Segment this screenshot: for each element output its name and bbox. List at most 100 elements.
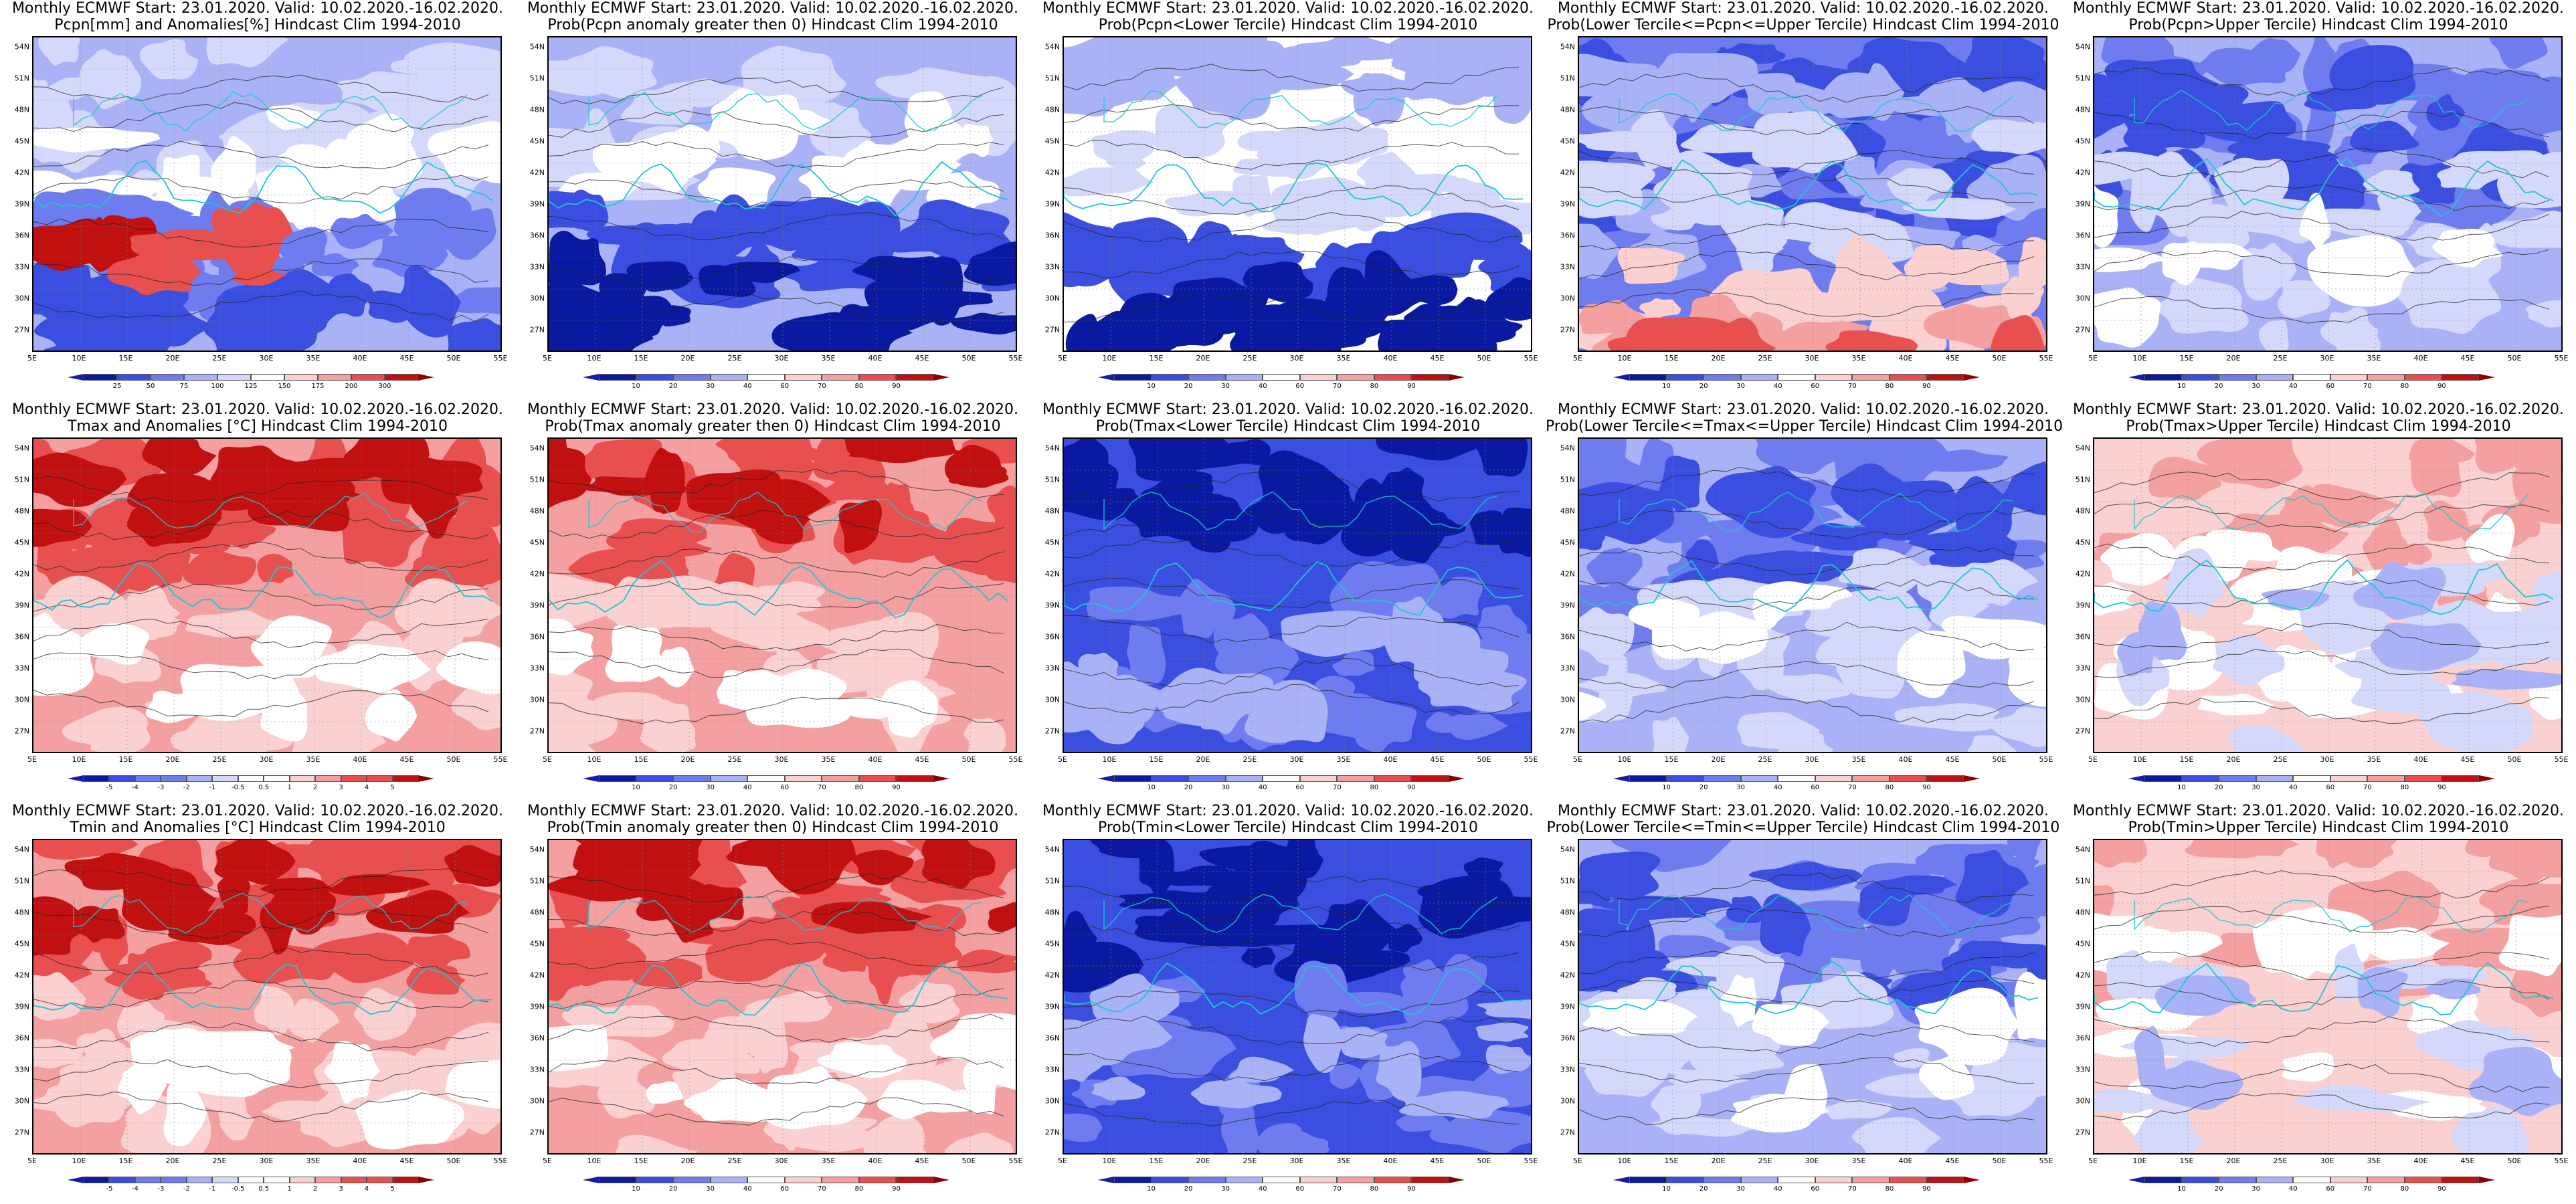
colorbar-tick: 40 <box>1773 1185 1782 1193</box>
lat-label: 48N <box>1044 908 1060 917</box>
colorbar-tick: 60 <box>2326 1185 2335 1193</box>
lat-label: 45N <box>529 538 545 547</box>
colorbar: -5 -4 -3 -2 -1 -0.5 0.5 1 2 3 4 5 <box>68 1173 452 1193</box>
colorbar-cell <box>1225 374 1263 381</box>
colorbar: 10 20 30 40 60 70 80 90 <box>1613 771 1997 791</box>
lat-label: 45N <box>2075 136 2090 146</box>
lon-label: 15E <box>1149 354 1164 363</box>
field-plot <box>1064 439 1531 752</box>
lon-label: 5E <box>543 354 552 363</box>
lon-label: 5E <box>27 354 37 363</box>
colorbar-tick: 80 <box>1885 1185 1894 1193</box>
map-area <box>1578 36 2047 352</box>
lon-label: 45E <box>1945 354 1960 363</box>
field-plot <box>549 439 1016 752</box>
map-area <box>1578 839 2047 1155</box>
colorbar-cell <box>896 775 933 782</box>
colorbar-cell <box>2219 1177 2256 1183</box>
lat-label: 33N <box>1560 664 1575 673</box>
lat-label: 33N <box>1044 664 1060 673</box>
lat-label: 51N <box>2075 876 2090 886</box>
panel-header: Monthly ECMWF Start: 23.01.2020. Valid: … <box>11 803 504 819</box>
lon-label: 40E <box>868 1157 883 1165</box>
colorbar-tick: 125 <box>244 383 258 390</box>
lon-label: 40E <box>1898 755 1913 764</box>
field-plot <box>1579 439 2046 752</box>
lon-label: 35E <box>1851 1157 1866 1165</box>
lon-label: 45E <box>1945 755 1960 764</box>
lon-label: 40E <box>1898 1157 1913 1165</box>
lat-label: 39N <box>529 1002 545 1011</box>
lat-label: 42N <box>1560 569 1575 579</box>
lon-label: 5E <box>27 1157 37 1165</box>
lat-label: 27N <box>529 726 545 736</box>
lat-label: 54N <box>14 42 29 52</box>
colorbar-tick: 30 <box>706 784 715 791</box>
colorbar-cell <box>1151 1177 1189 1183</box>
colorbar-cell <box>264 1177 290 1183</box>
lon-label: 30E <box>2320 755 2334 764</box>
colorbar-tick: 30 <box>1736 383 1746 390</box>
lon-label: 55E <box>2039 354 2053 363</box>
lon-label: 55E <box>1524 1157 1538 1165</box>
lon-label: 50E <box>1477 755 1491 764</box>
lat-label: 45N <box>1560 538 1575 547</box>
colorbar-tick: 300 <box>378 383 391 390</box>
colorbar-tick: 10 <box>2177 1185 2186 1193</box>
colorbar-tick: 60 <box>1295 1185 1305 1193</box>
lon-label: 30E <box>1289 1157 1304 1165</box>
colorbar-cell <box>1889 775 1927 782</box>
colorbar-tick: 70 <box>1332 784 1342 791</box>
lon-label: 20E <box>680 755 695 764</box>
colorbar-cell <box>2256 1177 2294 1183</box>
panel-title: Prob(Pcpn anomaly greater then 0) Hindca… <box>547 17 998 33</box>
lat-label: 48N <box>14 908 29 917</box>
colorbar-cell <box>289 1177 316 1183</box>
lon-label: 40E <box>353 354 367 363</box>
lon-label: 5E <box>2088 755 2098 764</box>
colorbar-cell <box>251 374 284 381</box>
lat-label: 39N <box>2075 199 2090 209</box>
lon-label: 55E <box>2039 1157 2053 1165</box>
lon-label: 25E <box>727 755 742 764</box>
colorbar-cell <box>1263 374 1300 381</box>
colorbar-tick: 20 <box>1184 784 1193 791</box>
lon-label: 40E <box>868 755 883 764</box>
lat-label: 48N <box>2075 908 2090 917</box>
lat-label: 45N <box>1560 136 1575 146</box>
colorbar-arrow-low <box>583 374 599 381</box>
lon-label: 40E <box>2413 354 2428 363</box>
colorbar-cell <box>896 374 933 381</box>
map-area <box>1063 839 1532 1155</box>
colorbar-cell <box>1666 775 1704 782</box>
panel-header: Monthly ECMWF Start: 23.01.2020. Valid: … <box>1557 0 2049 17</box>
colorbar-cell <box>84 374 117 381</box>
lon-label: 5E <box>1058 1157 1067 1165</box>
lat-label: 27N <box>1044 726 1060 736</box>
lat-label: 33N <box>529 262 545 272</box>
colorbar: 10 20 30 40 60 70 80 90 <box>1098 1173 1482 1193</box>
lon-label: 55E <box>1524 354 1538 363</box>
field-plot <box>1064 840 1531 1153</box>
colorbar-cell <box>367 775 393 782</box>
lon-label: 50E <box>2507 1157 2522 1165</box>
lat-label: 30N <box>1560 1096 1575 1106</box>
lat-label: 54N <box>529 845 545 854</box>
lat-label: 36N <box>1044 1033 1060 1043</box>
lat-label: 30N <box>529 294 545 303</box>
lat-label: 42N <box>1044 168 1060 177</box>
lat-label: 45N <box>529 136 545 146</box>
lat-label: 42N <box>1560 971 1575 980</box>
lat-label: 36N <box>14 632 29 641</box>
field-plot <box>33 37 500 350</box>
colorbar-cell <box>1263 775 1300 782</box>
lon-label: 35E <box>2367 354 2381 363</box>
lat-label: 51N <box>529 74 545 83</box>
colorbar-cell <box>2367 1177 2405 1183</box>
lon-label: 10E <box>1617 1157 1632 1165</box>
colorbar-tick: 30 <box>706 1185 715 1193</box>
lon-label: 50E <box>961 1157 976 1165</box>
lon-label: 20E <box>165 755 180 764</box>
colorbar-tick: 60 <box>1811 1185 1820 1193</box>
lon-label: 15E <box>2179 1157 2194 1165</box>
